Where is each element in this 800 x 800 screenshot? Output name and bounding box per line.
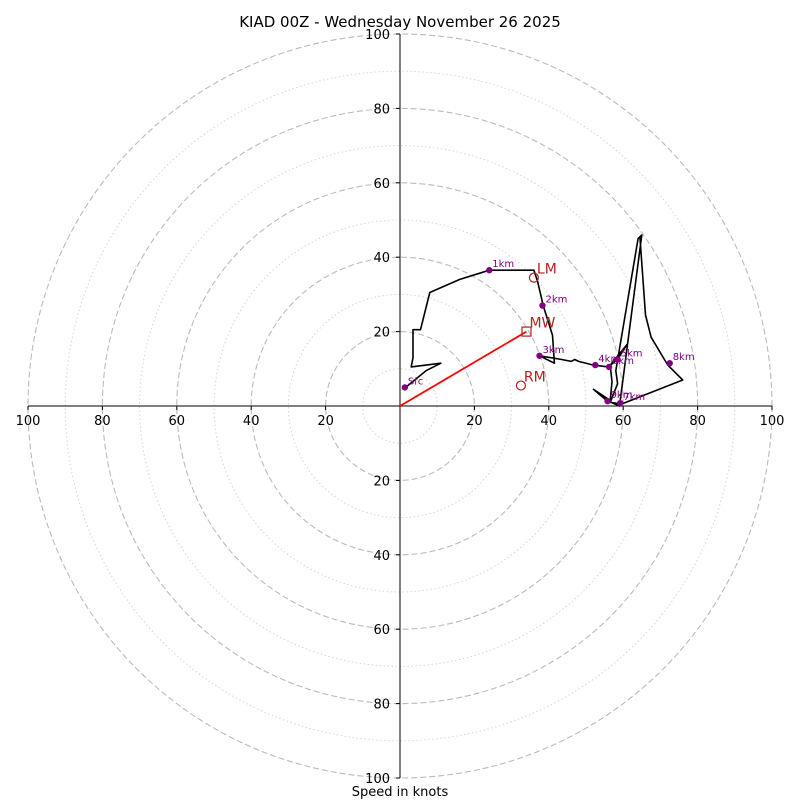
height-marker-1km [486, 267, 493, 274]
motion-label-LM: LM [537, 262, 557, 278]
height-label-Sfc: Sfc [408, 376, 423, 387]
motion-marker-LM [528, 272, 540, 283]
motion-label-RM: RM [524, 370, 546, 386]
height-marker-4km [592, 361, 599, 369]
x-tick-label: 40 [243, 414, 260, 429]
y-tick-label: 20 [373, 326, 390, 341]
mean-wind-vector [399, 330, 527, 407]
height-marker-7km [617, 399, 624, 407]
x-tick-label: 80 [689, 414, 706, 429]
y-tick-label: 80 [373, 698, 390, 713]
y-tick-label: 100 [365, 772, 390, 787]
y-tick-label: 100 [365, 28, 390, 43]
tick-labels: 100 80 60 40 20 20 40 60 80 100 20 40 60 80 100 20 40 60 8… [16, 28, 785, 787]
y-tick-label: 40 [373, 549, 390, 564]
height-marker-9km [604, 397, 611, 405]
y-tick-label: 20 [373, 474, 390, 489]
height-label-8km: 8km [673, 352, 695, 363]
x-tick-label: 60 [615, 414, 632, 429]
height-label-6km: 6km [612, 356, 634, 367]
height-label-3km: 3km [543, 345, 565, 356]
x-tick-label: 40 [541, 414, 558, 429]
height-marker-6km [605, 363, 613, 371]
y-tick-label: 60 [373, 177, 390, 192]
motion-marker-MW [521, 326, 532, 337]
height-marker-2km [539, 302, 546, 309]
motion-marker-RM [515, 380, 527, 391]
x-axis-label: Speed in knots [352, 785, 449, 800]
height-marker-3km [536, 352, 543, 359]
height-label-2km: 2km [545, 295, 567, 306]
motion-label-MW: MW [529, 316, 555, 332]
mean-wind-vector-line [399, 330, 527, 407]
x-tick-label: 60 [169, 414, 186, 429]
height-label-5km: 5km [621, 349, 643, 360]
x-tick-label: 20 [466, 414, 483, 429]
y-tick-label: 80 [373, 102, 390, 117]
x-tick-label: 100 [16, 414, 41, 429]
y-tick-label: 60 [373, 623, 390, 638]
chart-title: KIAD 00Z - Wednesday November 26 2025 [239, 13, 561, 31]
height-marker-Sfc [401, 384, 409, 391]
x-tick-label: 20 [317, 414, 334, 429]
hodograph-line [405, 234, 684, 407]
height-marker-8km [666, 360, 673, 367]
hodograph-trace [405, 234, 684, 407]
height-marker-5km [614, 356, 621, 363]
height-label-7km: 7km [623, 392, 645, 403]
storm-motion-markers: LM MW RM [515, 262, 557, 391]
height-label-4km: 4km [598, 354, 620, 365]
height-label-1km: 1km [492, 259, 514, 270]
height-label-9km: 9km [611, 390, 633, 401]
y-tick-label: 40 [373, 251, 390, 266]
x-tick-label: 100 [760, 414, 785, 429]
x-tick-label: 80 [94, 414, 111, 429]
